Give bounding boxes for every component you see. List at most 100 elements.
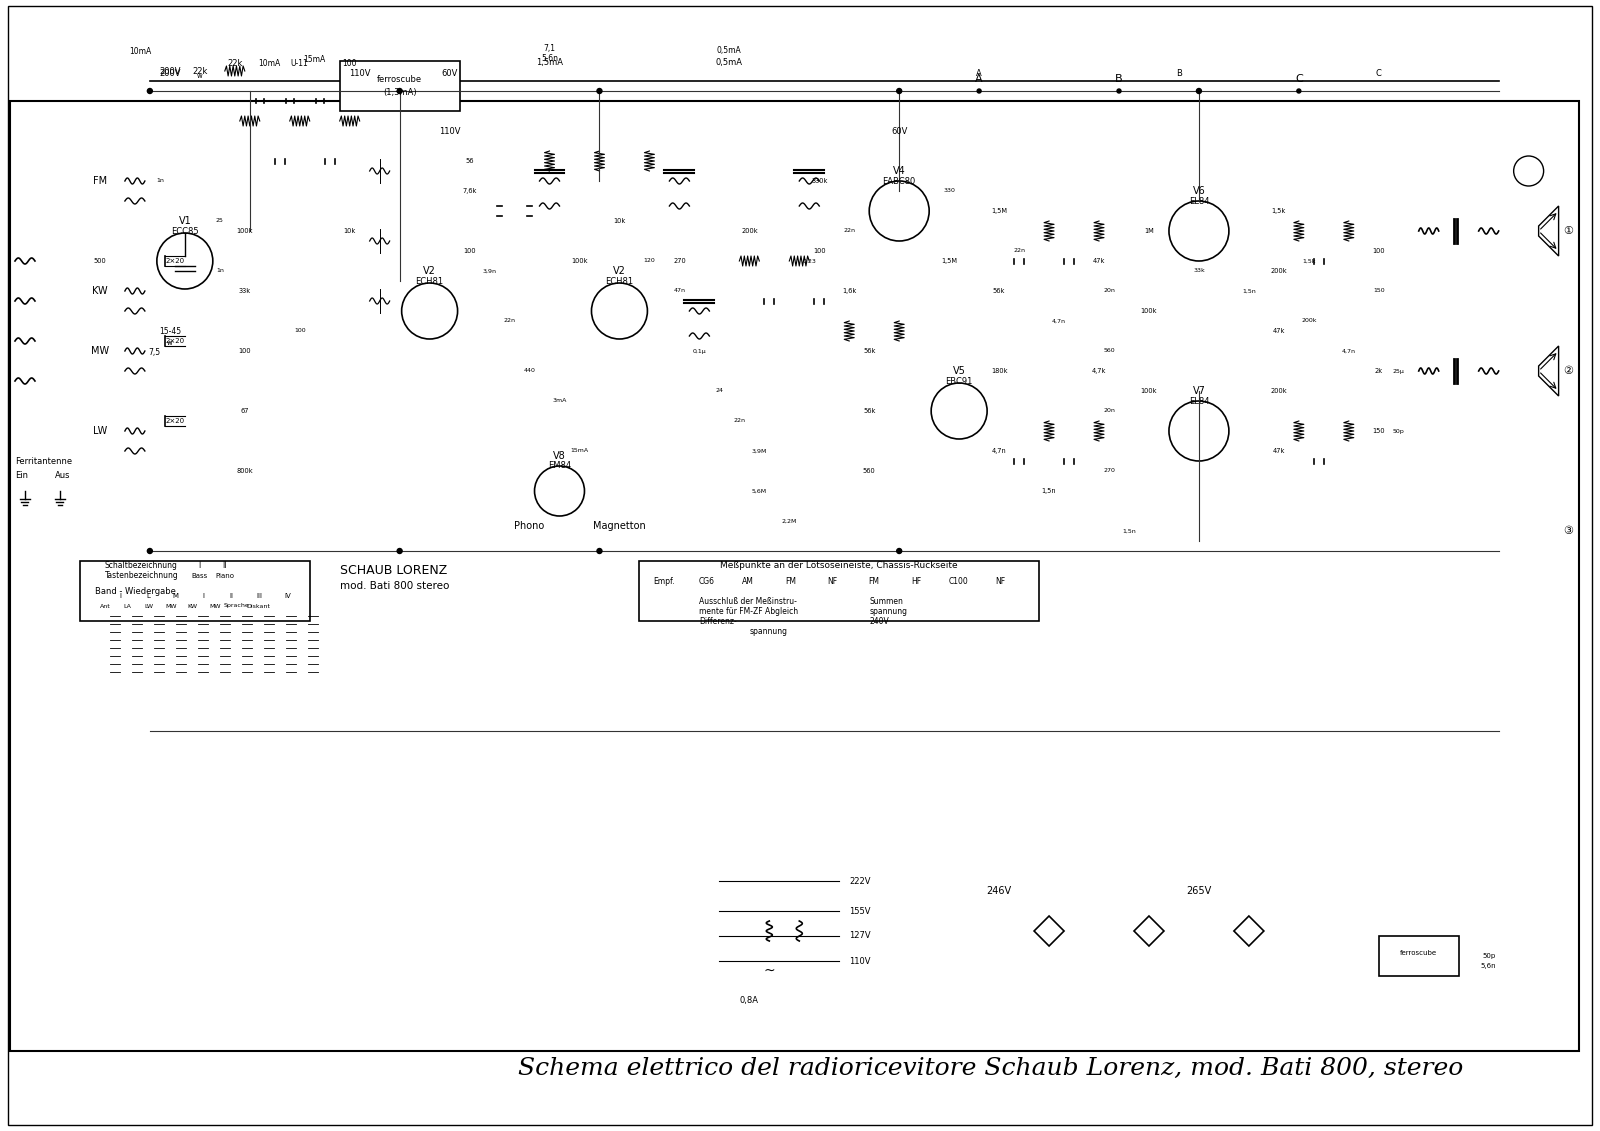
- Text: 0,5mA: 0,5mA: [717, 46, 742, 55]
- Text: 20n: 20n: [1102, 408, 1115, 414]
- Text: ①: ①: [1563, 226, 1574, 236]
- Text: EM84: EM84: [547, 461, 571, 470]
- Text: 200k: 200k: [1301, 319, 1317, 323]
- Text: 440: 440: [523, 369, 536, 373]
- Text: 1,5M: 1,5M: [990, 208, 1006, 214]
- Text: 200V: 200V: [158, 69, 181, 78]
- Text: 2×20: 2×20: [165, 258, 184, 264]
- Text: 47k: 47k: [1272, 448, 1285, 454]
- Text: w: w: [166, 340, 173, 346]
- Text: V8: V8: [554, 451, 566, 461]
- Text: 60V: 60V: [891, 127, 907, 136]
- Text: V4: V4: [893, 166, 906, 176]
- Text: 25µ: 25µ: [1394, 369, 1405, 373]
- Text: 100k: 100k: [237, 228, 253, 234]
- Text: 15mA: 15mA: [571, 449, 589, 454]
- Text: 127V: 127V: [850, 932, 870, 941]
- Text: 22n: 22n: [843, 228, 856, 233]
- Text: 200k: 200k: [1270, 268, 1286, 274]
- Text: EL84: EL84: [1189, 397, 1210, 406]
- Text: MW: MW: [91, 346, 109, 356]
- Text: 4,7k: 4,7k: [1091, 368, 1106, 374]
- Text: 100: 100: [294, 328, 306, 334]
- Text: 2k: 2k: [1374, 368, 1382, 374]
- Text: 4,7n: 4,7n: [992, 448, 1006, 454]
- Text: ferroscube: ferroscube: [1400, 950, 1437, 956]
- Text: 5,6M: 5,6M: [752, 489, 766, 493]
- Text: (1,3mA): (1,3mA): [382, 88, 416, 97]
- Text: 100: 100: [464, 248, 475, 254]
- Text: V1: V1: [179, 216, 192, 226]
- Text: Bass: Bass: [192, 573, 208, 579]
- Text: C: C: [1376, 69, 1382, 78]
- Circle shape: [597, 549, 602, 553]
- Text: 120: 120: [643, 259, 656, 264]
- Text: 1n: 1n: [216, 268, 224, 274]
- Text: EBC91: EBC91: [946, 377, 973, 386]
- Text: 60V: 60V: [442, 69, 458, 78]
- Text: 3,9n: 3,9n: [483, 268, 496, 274]
- Text: B: B: [1176, 69, 1182, 78]
- Text: 1,5n: 1,5n: [1242, 288, 1256, 294]
- Text: 15-45: 15-45: [158, 327, 181, 336]
- Text: 100k: 100k: [1141, 308, 1157, 314]
- Text: 2×20: 2×20: [165, 338, 184, 344]
- Text: 50p: 50p: [1482, 953, 1496, 959]
- Text: ②: ②: [1563, 366, 1574, 375]
- Text: 1,5k: 1,5k: [1302, 259, 1315, 264]
- Text: Empf.: Empf.: [653, 577, 675, 586]
- Text: 1,6k: 1,6k: [842, 288, 856, 294]
- Text: I: I: [203, 593, 205, 599]
- Text: 100k: 100k: [571, 258, 587, 264]
- Text: LW: LW: [93, 426, 107, 435]
- Text: 3,9M: 3,9M: [752, 449, 766, 454]
- Text: II: II: [222, 561, 227, 570]
- Text: ~: ~: [763, 964, 774, 978]
- Text: Ein: Ein: [14, 472, 27, 481]
- Text: 22n: 22n: [733, 418, 746, 423]
- Circle shape: [147, 88, 152, 94]
- Text: V7: V7: [1192, 386, 1205, 396]
- Bar: [339, 61, 459, 111]
- Text: Ant: Ant: [99, 604, 110, 608]
- Text: 10mA: 10mA: [259, 59, 282, 68]
- Text: Piano: Piano: [216, 573, 234, 579]
- Text: ferroscube: ferroscube: [378, 75, 422, 84]
- Text: 1,5n: 1,5n: [1042, 487, 1056, 494]
- Text: Ferritantenne: Ferritantenne: [14, 457, 72, 466]
- Text: 0,1µ: 0,1µ: [693, 348, 706, 354]
- Text: V2: V2: [613, 266, 626, 276]
- Text: C100: C100: [949, 577, 968, 586]
- Text: Sprache: Sprache: [224, 604, 250, 608]
- Text: 500: 500: [93, 258, 106, 264]
- Text: 100: 100: [1373, 248, 1386, 254]
- Text: 560: 560: [1102, 348, 1115, 354]
- Text: mente für FM-ZF Abgleich: mente für FM-ZF Abgleich: [699, 606, 798, 615]
- Text: 33k: 33k: [1194, 268, 1205, 274]
- Text: V2: V2: [422, 266, 437, 276]
- Text: L: L: [146, 593, 150, 599]
- Text: 67: 67: [240, 408, 250, 414]
- Text: 270: 270: [1102, 468, 1115, 474]
- Text: FM: FM: [784, 577, 795, 586]
- Text: MW: MW: [210, 604, 221, 608]
- Text: Differenz-: Differenz-: [699, 616, 738, 625]
- Text: 7,1: 7,1: [544, 44, 555, 53]
- Bar: [80, 561, 310, 621]
- Circle shape: [1197, 88, 1202, 94]
- Text: FM: FM: [93, 176, 107, 185]
- Text: 10k: 10k: [344, 228, 355, 234]
- Text: mod. Bati 800 stereo: mod. Bati 800 stereo: [339, 581, 450, 592]
- Text: 222V: 222V: [850, 877, 870, 886]
- Text: 2,2M: 2,2M: [782, 518, 797, 524]
- Text: M: M: [173, 593, 179, 599]
- Text: Band - Wiedergabe: Band - Wiedergabe: [94, 587, 176, 596]
- Text: 560: 560: [862, 468, 875, 474]
- Text: 47k: 47k: [1272, 328, 1285, 334]
- Text: 155V: 155V: [850, 907, 870, 915]
- Text: Diskant: Diskant: [246, 604, 270, 608]
- Text: ③: ③: [1563, 526, 1574, 536]
- Text: HF: HF: [910, 577, 922, 586]
- Text: C: C: [1294, 74, 1302, 84]
- Text: 22n: 22n: [504, 319, 515, 323]
